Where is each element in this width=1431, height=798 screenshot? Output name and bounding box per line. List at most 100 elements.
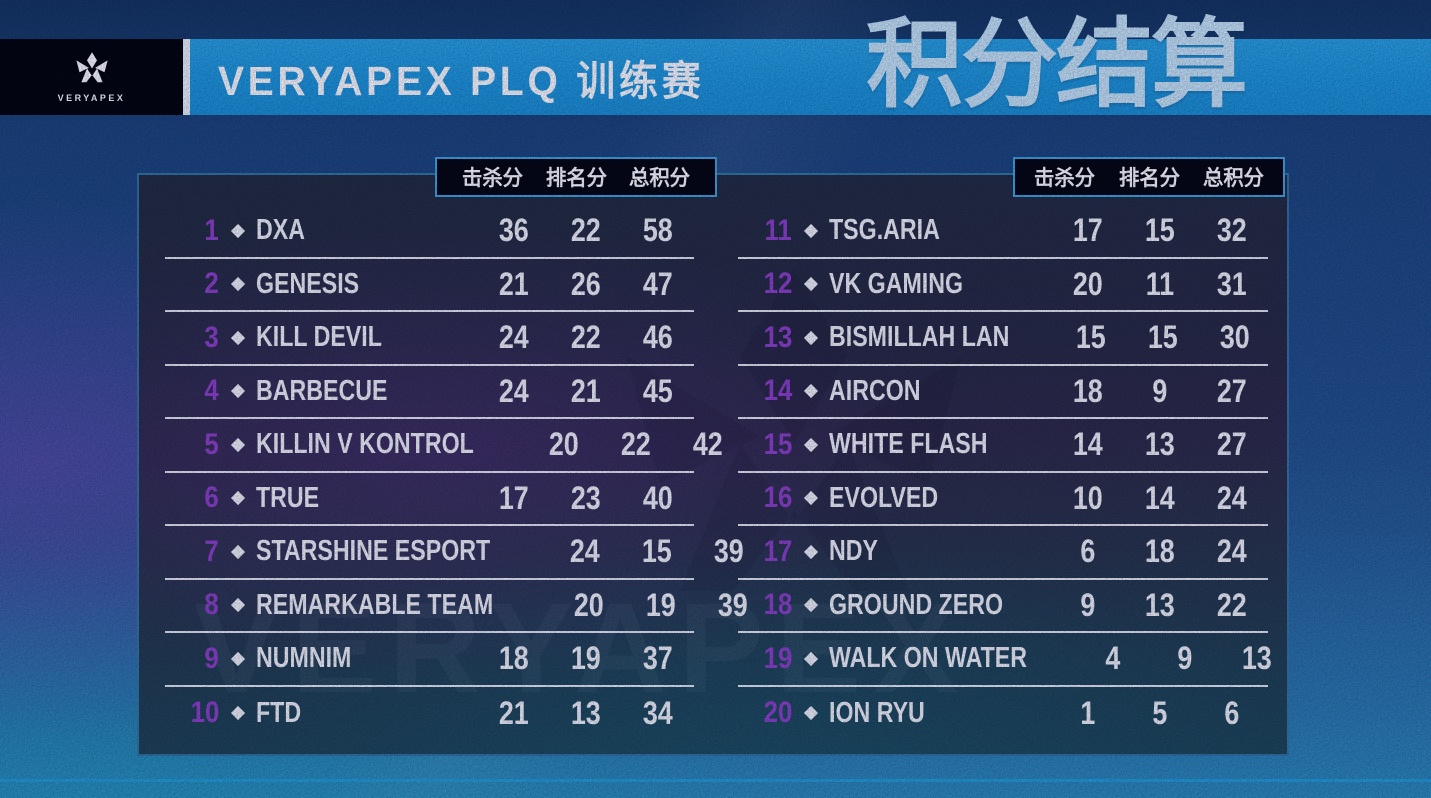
col-placement-label: 排名分 xyxy=(545,167,607,190)
placement-score: 13 xyxy=(1145,426,1175,463)
diamond-icon xyxy=(803,706,819,721)
team-name: GENESIS xyxy=(256,267,360,300)
placement-score: 22 xyxy=(571,212,601,249)
diamond-icon xyxy=(803,277,819,292)
total-score: 37 xyxy=(643,640,673,677)
kills-score: 6 xyxy=(1080,533,1096,570)
rank-number: 12 xyxy=(763,267,792,301)
table-row: 19 WALK ON WATER 4 9 13 xyxy=(738,633,1272,687)
veryapex-logo-icon xyxy=(75,52,108,83)
team-name: ION RYU xyxy=(829,696,925,729)
rank-number: 11 xyxy=(764,213,792,247)
total-score: 6 xyxy=(1224,694,1240,731)
table-row: 16 EVOLVED 10 14 24 xyxy=(738,473,1268,526)
diamond-icon xyxy=(803,598,819,613)
team-name: NDY xyxy=(829,535,878,568)
diamond-icon xyxy=(803,437,819,452)
diamond-icon xyxy=(230,544,246,559)
col-total-label: 总积分 xyxy=(628,167,691,190)
placement-score: 15 xyxy=(1147,319,1178,356)
team-name: NUMNIM xyxy=(256,642,352,675)
table-row: 11 TSG.ARIA 17 15 32 xyxy=(738,205,1268,259)
total-score: 27 xyxy=(1217,426,1247,463)
team-name: AIRCON xyxy=(829,374,921,407)
diamond-icon xyxy=(230,437,246,452)
team-name: TRUE xyxy=(256,481,320,514)
banner-divider-stripe xyxy=(183,39,190,115)
col-kills-label: 击杀分 xyxy=(1033,167,1096,190)
rank-number: 4 xyxy=(204,374,219,408)
diamond-icon xyxy=(803,223,819,238)
rank-number: 2 xyxy=(204,267,219,301)
kills-score: 14 xyxy=(1073,426,1103,463)
diamond-icon xyxy=(803,330,819,345)
standings-table-right: 11 TSG.ARIA 17 15 32 12 VK GAMING 20 11 31 13 BISMI… xyxy=(738,205,1272,741)
table-row: 9 NUMNIM 18 19 37 xyxy=(165,633,694,687)
total-score: 42 xyxy=(693,426,724,463)
placement-score: 15 xyxy=(1145,212,1175,249)
kills-score: 24 xyxy=(569,533,600,570)
kills-score: 18 xyxy=(499,640,529,677)
team-name: BARBECUE xyxy=(256,374,388,407)
table-row: 4 BARBECUE 24 21 45 xyxy=(165,366,694,419)
diamond-icon xyxy=(230,491,246,506)
kills-score: 24 xyxy=(499,372,529,409)
placement-score: 19 xyxy=(571,640,601,677)
placement-score: 19 xyxy=(645,586,676,623)
diamond-icon xyxy=(230,330,246,345)
team-name: TSG.ARIA xyxy=(829,214,940,247)
rank-number: 3 xyxy=(204,320,219,354)
page-title: 积分结算 xyxy=(866,10,1248,119)
total-score: 58 xyxy=(643,212,673,249)
rank-number: 15 xyxy=(763,427,792,461)
table-row: 20 ION RYU 1 5 6 xyxy=(738,687,1268,741)
placement-score: 15 xyxy=(641,533,672,570)
team-name: GROUND ZERO xyxy=(829,588,1003,621)
total-score: 27 xyxy=(1217,372,1247,409)
rank-number: 8 xyxy=(204,588,219,622)
total-score: 30 xyxy=(1219,319,1250,356)
diamond-icon xyxy=(803,544,819,559)
kills-score: 1 xyxy=(1080,694,1096,731)
placement-score: 11 xyxy=(1145,265,1175,302)
score-columns-header-left: 击杀分 排名分 总积分 xyxy=(435,157,717,197)
kills-score: 17 xyxy=(499,479,529,516)
table-row: 10 FTD 21 13 34 xyxy=(165,687,694,741)
table-row: 6 TRUE 17 23 40 xyxy=(165,473,694,526)
logo-box: VERYAPEX xyxy=(0,39,183,115)
total-score: 24 xyxy=(1217,479,1247,516)
total-score: 13 xyxy=(1241,640,1272,677)
diamond-icon xyxy=(230,223,246,238)
kills-score: 20 xyxy=(573,586,604,623)
total-score: 40 xyxy=(643,479,673,516)
rank-number: 9 xyxy=(204,641,219,675)
bottom-accent-line xyxy=(0,779,1431,782)
kills-score: 4 xyxy=(1105,640,1121,677)
diamond-icon xyxy=(803,651,819,666)
placement-score: 14 xyxy=(1145,479,1175,516)
kills-score: 15 xyxy=(1075,319,1106,356)
kills-score: 36 xyxy=(499,212,529,249)
team-name: KILL DEVIL xyxy=(256,321,382,354)
rank-number: 17 xyxy=(763,534,792,568)
diamond-icon xyxy=(803,384,819,399)
team-name: FTD xyxy=(256,696,302,729)
standings-table-left: 1 DXA 36 22 58 2 GENESIS 21 26 47 3 KILL DEVIL 24 22 4… xyxy=(165,205,747,741)
kills-score: 24 xyxy=(499,319,529,356)
table-row: 14 AIRCON 18 9 27 xyxy=(738,366,1268,419)
table-row: 1 DXA 36 22 58 xyxy=(165,205,694,259)
team-name: EVOLVED xyxy=(829,481,939,514)
total-score: 31 xyxy=(1217,265,1247,302)
col-total-label: 总积分 xyxy=(1202,167,1265,190)
rank-number: 7 xyxy=(204,534,219,568)
kills-score: 9 xyxy=(1080,586,1096,623)
total-score: 24 xyxy=(1217,533,1247,570)
diamond-icon xyxy=(230,598,246,613)
total-score: 45 xyxy=(643,372,673,409)
table-row: 3 KILL DEVIL 24 22 46 xyxy=(165,312,694,366)
placement-score: 9 xyxy=(1177,640,1193,677)
table-row: 5 KILLIN V KONTROL 20 22 42 xyxy=(165,419,723,473)
kills-score: 18 xyxy=(1073,372,1103,409)
rank-number: 1 xyxy=(204,213,219,247)
table-row: 18 GROUND ZERO 9 13 22 xyxy=(738,580,1268,633)
